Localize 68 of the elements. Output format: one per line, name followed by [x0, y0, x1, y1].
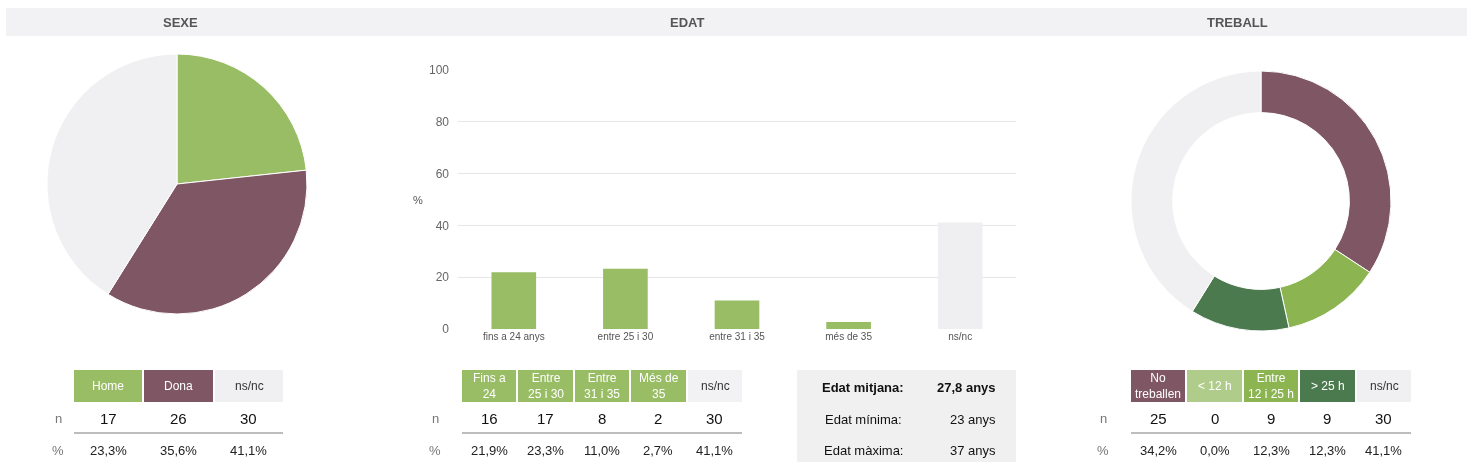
legend-label: ns/nc: [235, 379, 264, 393]
y-tick-label: 0: [442, 322, 450, 337]
text: 37 anys: [950, 443, 997, 458]
x-tick-label: fins a 24 anys: [482, 331, 545, 342]
category-label: Entre 31 i 35: [584, 371, 621, 401]
category-label: Entre 25 i 30: [528, 371, 565, 401]
text: 41,1%: [230, 443, 268, 458]
data-label: 2: [654, 410, 663, 427]
text: 30: [240, 410, 257, 427]
text: 0: [1211, 410, 1220, 427]
text: 11,0%: [584, 443, 621, 458]
text: 35,6%: [160, 443, 198, 458]
text: 9: [1323, 410, 1332, 427]
x-tick-label: ns/nc: [948, 331, 973, 342]
category-label: ns/nc: [701, 379, 730, 393]
text: n: [432, 411, 440, 426]
data-label: 16: [481, 410, 498, 427]
text: 21,9%: [471, 443, 509, 458]
text: 23,3%: [527, 443, 565, 458]
y-tick-label: 100: [428, 63, 450, 78]
chart-title: TREBALL: [1207, 15, 1268, 30]
chart-title: EDAT: [670, 15, 705, 30]
text: 23 anys: [950, 412, 997, 427]
y-tick-label: 20: [435, 270, 450, 285]
text: 41,1%: [696, 443, 734, 458]
y-tick-label: 40: [435, 218, 450, 233]
text: %: [1097, 443, 1109, 458]
legend-label: > 25 h: [1311, 379, 1345, 393]
text: 25: [1150, 410, 1167, 427]
category-label: Més de 35: [639, 371, 679, 401]
data-label: 30: [706, 410, 723, 427]
text: 12,3%: [1253, 443, 1291, 458]
text: 26: [170, 410, 187, 427]
y-axis-title: %: [413, 194, 423, 206]
legend-label: Dona: [164, 379, 194, 393]
y-tick-label: 60: [435, 166, 450, 181]
text: 9: [1267, 410, 1276, 427]
text: 0,0%: [1200, 443, 1231, 458]
chart-title: SEXE: [163, 15, 199, 30]
text: 30: [1375, 410, 1392, 427]
text: %: [429, 443, 441, 458]
text: 27,8 anys: [937, 380, 996, 395]
data-label: 17: [537, 410, 554, 427]
text: n: [55, 411, 63, 426]
text: 23,3%: [90, 443, 128, 458]
bar: [603, 268, 648, 329]
text: %: [52, 443, 64, 458]
bar: [826, 322, 871, 329]
y-tick-label: 80: [435, 115, 450, 129]
text: 41,1%: [1365, 443, 1403, 458]
text: Edat mitjana:: [822, 380, 904, 395]
x-tick-label: entre 31 i 35: [709, 331, 766, 342]
data-label: 8: [598, 410, 607, 427]
legend-label: Home: [92, 379, 125, 393]
text: 17: [100, 410, 117, 427]
text: n: [1100, 411, 1108, 426]
text: Edat màxima:: [824, 443, 904, 458]
text: Edat mínima:: [825, 412, 902, 427]
category-label: Fins a 24: [473, 371, 506, 401]
x-tick-label: més de 35: [825, 331, 873, 342]
x-tick-label: entre 25 i 30: [597, 331, 654, 342]
text: 34,2%: [1140, 443, 1178, 458]
text: 12,3%: [1309, 443, 1347, 458]
bar: [491, 272, 537, 329]
bar: [714, 300, 760, 329]
legend-label: < 12 h: [1198, 379, 1232, 393]
legend-label: ns/nc: [1370, 379, 1399, 393]
text: 2,7%: [643, 443, 674, 458]
